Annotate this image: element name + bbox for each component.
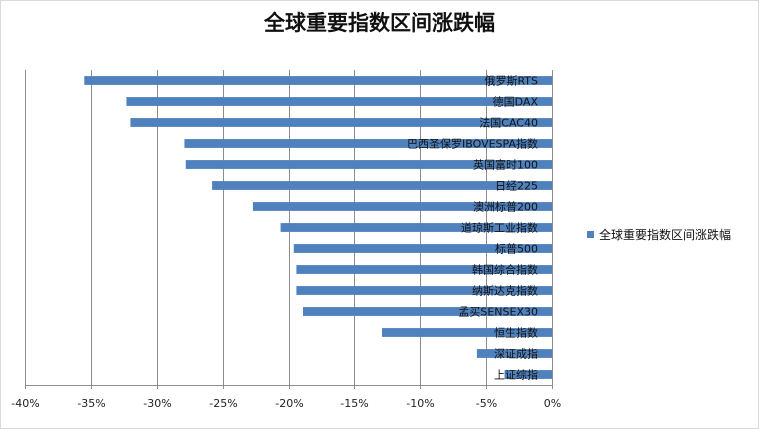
category-label: 澳洲标普200	[473, 200, 538, 214]
x-tick-label: 0%	[544, 397, 561, 410]
legend: 全球重要指数区间涨跌幅	[587, 227, 731, 242]
x-tick-label: -15%	[340, 397, 368, 410]
category-label: 日经225	[495, 180, 538, 193]
bar	[296, 265, 552, 274]
x-tick-label: -25%	[209, 397, 237, 410]
category-label: 标普500	[495, 242, 538, 256]
x-tick-label: -30%	[143, 397, 171, 410]
category-label: 纳斯达克指数	[472, 284, 538, 298]
bar	[296, 286, 552, 295]
category-label: 巴西圣保罗IBOVESPA指数	[407, 137, 538, 151]
bar	[212, 181, 552, 190]
bar	[84, 76, 552, 85]
category-label: 英国富时100	[473, 158, 538, 172]
legend-label: 全球重要指数区间涨跌幅	[599, 227, 731, 242]
x-tick-label: -20%	[275, 397, 303, 410]
category-label: 德国DAX	[493, 95, 539, 109]
axes: -40% -35% -30% -25% -20% -15% -10% -5% 0%	[11, 385, 561, 410]
x-tick-label: -40%	[11, 397, 39, 410]
category-label: 恒生指数	[494, 326, 538, 340]
bar	[302, 307, 552, 316]
bar	[126, 97, 552, 106]
category-label: 韩国综合指数	[472, 263, 538, 277]
chart-title: 全球重要指数区间涨跌幅	[264, 11, 495, 35]
bar	[504, 370, 552, 379]
legend-swatch	[587, 231, 594, 238]
category-label: 道琼斯工业指数	[461, 221, 538, 235]
x-tick-label: -5%	[476, 397, 497, 410]
category-label: 法国CAC40	[479, 116, 538, 130]
category-label: 深证成指	[494, 347, 538, 361]
bar	[476, 349, 552, 358]
category-label: 上证综指	[494, 368, 538, 382]
x-tick-label: -35%	[77, 397, 105, 410]
category-label: 孟买SENSEX30	[458, 306, 538, 319]
bar	[293, 244, 552, 253]
bar	[185, 160, 553, 169]
category-labels: 俄罗斯RTS 德国DAX 法国CAC40 巴西圣保罗IBOVESPA指数英国富时100…	[407, 75, 538, 382]
bar	[382, 328, 552, 337]
x-tick-label: -10%	[406, 397, 434, 410]
bar	[252, 202, 553, 211]
bar	[184, 139, 553, 148]
bar	[130, 118, 552, 127]
bars	[84, 76, 553, 379]
bar	[280, 223, 552, 232]
category-label: 俄罗斯RTS	[484, 75, 538, 88]
